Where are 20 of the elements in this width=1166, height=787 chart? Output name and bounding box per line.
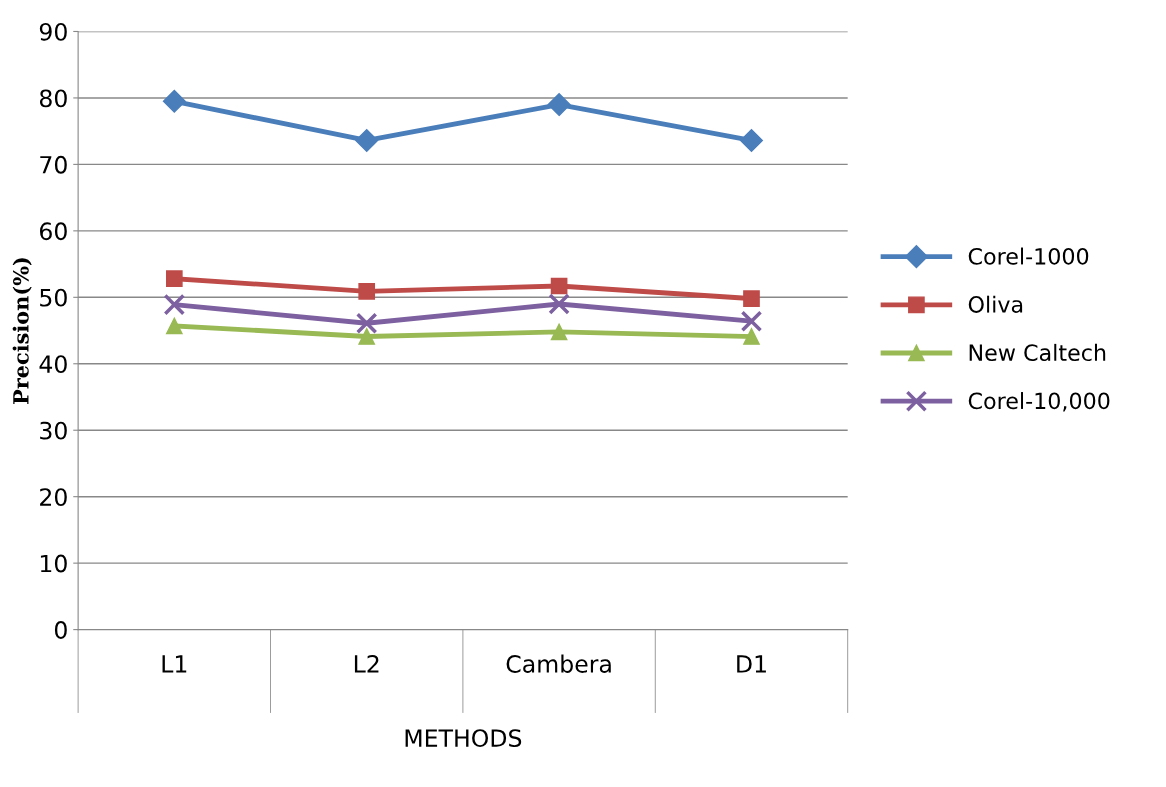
legend-label: Corel-10,000 (968, 392, 1110, 412)
y-tick-label: 80 (39, 89, 67, 108)
y-tick-label: 10 (40, 554, 67, 573)
y-tick-label: 60 (40, 222, 67, 241)
y-tick-label: 20 (40, 488, 67, 506)
y-tick-label: 30 (40, 421, 67, 440)
legend-label: New Caltech (969, 343, 1106, 362)
x-tick-label: L1 (162, 655, 187, 673)
y-tick-label: 70 (40, 155, 67, 174)
y-tick-label: 90 (39, 22, 67, 41)
legend-label: Corel-1000 (968, 247, 1089, 265)
legend-label: Oliva (968, 295, 1023, 313)
y-tick-label: 0 (54, 621, 67, 639)
x-tick-label: D1 (737, 655, 766, 673)
x-tick-label: Cambera (506, 654, 611, 673)
x-tick-label: L2 (354, 655, 379, 673)
y-tick-label: 50 (40, 288, 67, 307)
y-tick-label: 40 (39, 355, 67, 374)
x-axis-title: METHODS (405, 729, 522, 748)
y-axis-title: Precision(%) (12, 258, 32, 404)
